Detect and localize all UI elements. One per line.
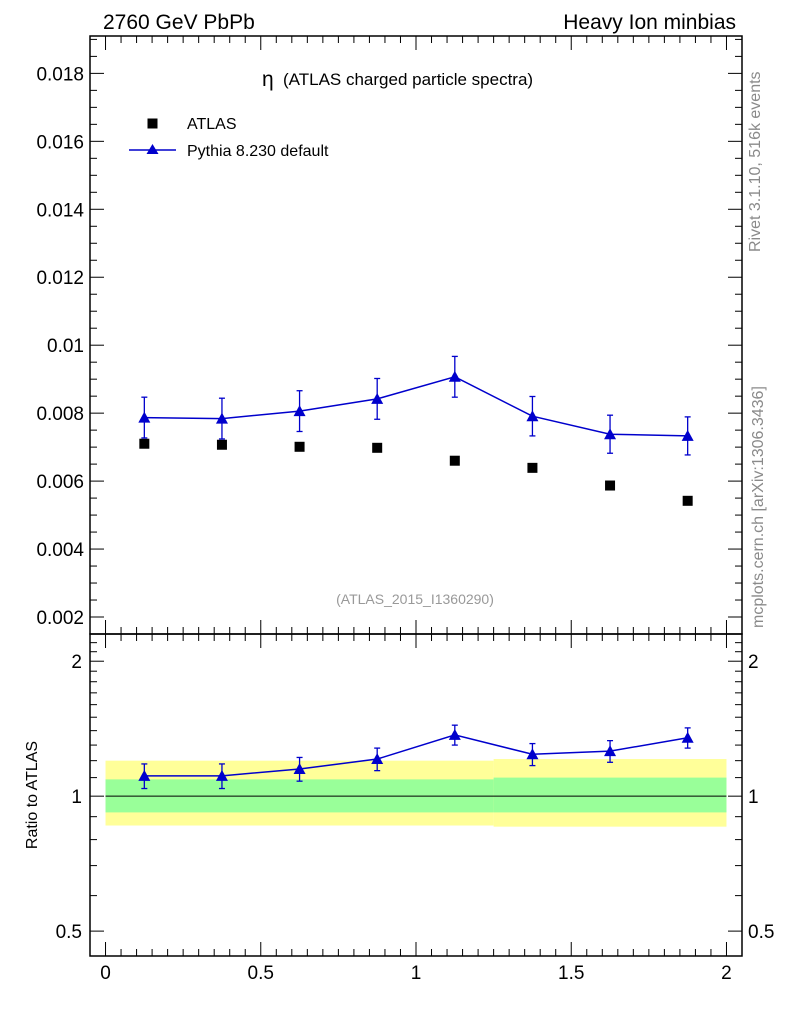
main-ytick-label: 0.012 <box>36 268 84 289</box>
x-tick-label: 2 <box>721 963 732 984</box>
main-ytick-label: 0.002 <box>36 608 84 629</box>
pythia-point <box>448 370 461 382</box>
main-ytick-label: 0.018 <box>36 64 84 85</box>
ratio-ytick-label-left: 1 <box>71 787 82 808</box>
x-tick-label: 1 <box>411 963 422 984</box>
ratio-series <box>138 724 694 790</box>
ratio-ylabel: Ratio to ATLAS <box>24 741 41 849</box>
pythia-point <box>681 429 694 441</box>
legend-atlas-label: ATLAS <box>187 116 237 133</box>
pythia-ratio-point <box>526 748 539 760</box>
pythia-ratio-point <box>293 762 306 774</box>
ratio-ytick-label-right: 2 <box>748 652 759 673</box>
atlas-point <box>527 462 538 473</box>
main-ytick-label: 0.01 <box>47 336 84 357</box>
pythia-point <box>215 412 228 424</box>
ratio-ytick-label-right: 0.5 <box>748 922 774 943</box>
x-axis: 0 0.5 1 1.5 2 <box>100 963 732 984</box>
pythia-ratio-point <box>604 745 617 757</box>
main-ytick-label: 0.016 <box>36 132 84 153</box>
pythia-line <box>144 375 688 437</box>
legend-pythia-marker <box>146 144 159 154</box>
legend-atlas-marker <box>147 118 158 129</box>
rivet-label: Rivet 3.1.10, 516k events <box>747 71 764 252</box>
pythia-point <box>604 428 617 440</box>
main-ytick-label: 0.004 <box>36 540 84 561</box>
main-series <box>138 355 694 506</box>
plot-title: (ATLAS charged particle spectra) <box>283 70 533 89</box>
plot-title-symbol: η <box>262 68 274 91</box>
ratio-band-green <box>493 777 727 813</box>
legend-pythia-label: Pythia 8.230 default <box>187 143 329 160</box>
x-tick-label: 1.5 <box>558 963 584 984</box>
header-left: 2760 GeV PbPb <box>103 11 255 34</box>
atlas-point <box>139 438 150 449</box>
atlas-point <box>216 439 227 450</box>
header-right: Heavy Ion minbias <box>563 11 736 34</box>
atlas-point <box>605 480 616 491</box>
x-tick-label: 0 <box>100 963 111 984</box>
main-ytick-label: 0.006 <box>36 472 84 493</box>
ratio-axis-ticks: 0.5 0.5 1 1 2 2 <box>56 634 774 956</box>
atlas-point <box>294 441 305 452</box>
main-ytick-label: 0.014 <box>36 200 84 221</box>
atlas-point <box>682 495 693 506</box>
atlas-point <box>449 455 460 466</box>
x-tick-label: 0.5 <box>248 963 274 984</box>
pythia-ratio-point <box>371 753 384 765</box>
main-panel: 0.002 0.004 0.006 0.008 0.01 0.012 0.014 0.016 0… <box>36 35 743 635</box>
analysis-label: (ATLAS_2015_I1360290) <box>336 591 494 607</box>
pythia-ratio-point <box>681 731 694 743</box>
mcplots-label: mcplots.cern.ch [arXiv:1306.3436] <box>750 386 767 628</box>
pythia-point <box>293 405 306 417</box>
pythia-point <box>526 410 539 422</box>
atlas-point <box>372 442 383 453</box>
pythia-point <box>138 411 151 423</box>
ratio-ytick-label-left: 2 <box>71 652 82 673</box>
ratio-bands <box>105 759 727 827</box>
pythia-ratio-point <box>448 728 461 740</box>
pythia-ratio-point <box>215 769 228 781</box>
pythia-point <box>371 392 384 404</box>
ratio-ytick-label-left: 0.5 <box>56 922 82 943</box>
pythia-ratio-line <box>144 734 688 777</box>
ratio-panel: 0.5 0.5 1 1 2 2 Ratio to ATLAS <box>24 633 774 957</box>
legend: ATLAS Pythia 8.230 default <box>129 116 329 160</box>
main-ytick-label: 0.008 <box>36 404 84 425</box>
ratio-ytick-label-right: 1 <box>748 787 759 808</box>
pythia-ratio-point <box>138 769 151 781</box>
main-axis-ticks: 0.002 0.004 0.006 0.008 0.01 0.012 0.014 0.016 0… <box>36 36 743 635</box>
